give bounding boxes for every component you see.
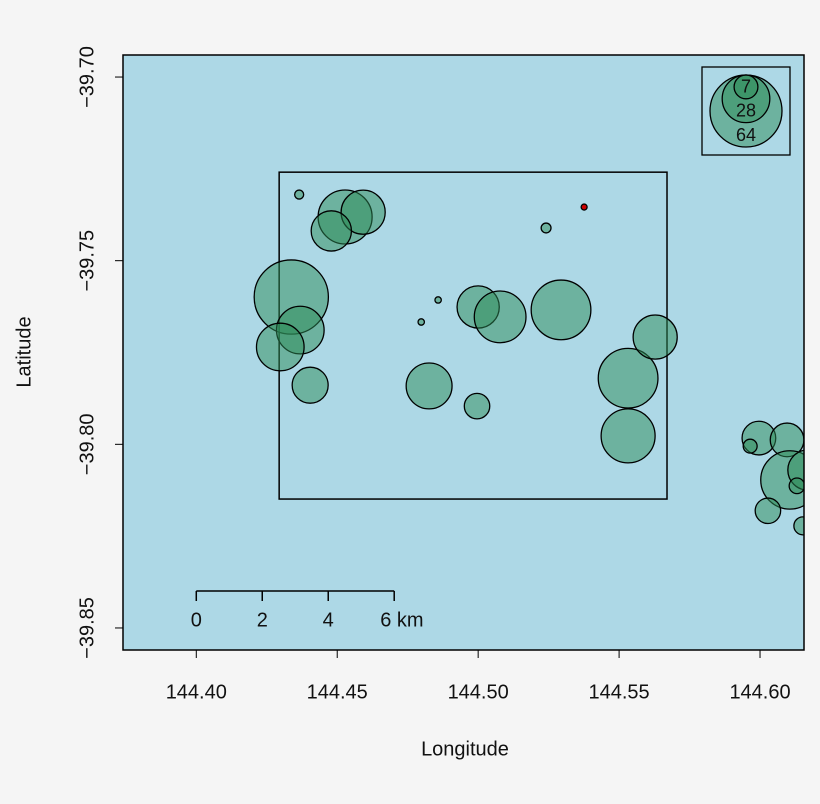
y-tick-label: −39.80 — [76, 413, 98, 475]
bubble — [540, 222, 552, 234]
bubble — [742, 438, 758, 454]
bubble — [310, 210, 353, 252]
plot-area — [253, 171, 804, 536]
bubble — [417, 318, 426, 326]
size-legend-label: 64 — [736, 125, 756, 145]
x-tick-label: 144.50 — [448, 681, 509, 703]
bubble — [632, 314, 678, 360]
bubble — [405, 362, 453, 410]
y-tick-label: −39.75 — [76, 230, 98, 292]
x-tick-label: 144.55 — [589, 681, 650, 703]
bubble — [754, 497, 782, 525]
size-legend-circle — [733, 74, 759, 100]
bubble — [255, 322, 305, 372]
bubble — [340, 189, 386, 235]
bubble — [793, 516, 804, 536]
bubble — [530, 279, 592, 341]
scale-label: 2 — [257, 609, 268, 631]
point — [580, 203, 588, 211]
y-axis-title: Latitude — [13, 316, 35, 387]
scale-label: 4 — [323, 609, 334, 631]
bubble — [463, 392, 491, 420]
y-tick-label: −39.85 — [76, 597, 98, 659]
scale-label: 6 km — [380, 609, 423, 631]
size-legend-label: 28 — [736, 100, 756, 120]
x-tick-label: 144.60 — [729, 681, 790, 703]
bubble — [600, 408, 656, 464]
bubble — [788, 477, 804, 495]
bubble — [434, 296, 442, 304]
plot-background — [123, 55, 804, 650]
scale-label: 0 — [191, 609, 202, 631]
x-tick-label: 144.45 — [307, 681, 368, 703]
x-axis-title: Longitude — [421, 738, 509, 760]
bubble — [597, 347, 659, 409]
bubble — [473, 290, 527, 344]
bubble — [291, 366, 329, 404]
x-tick-label: 144.40 — [166, 681, 227, 703]
y-tick-label: −39.70 — [76, 46, 98, 108]
plot-frame — [122, 54, 805, 651]
bubble — [294, 189, 305, 200]
size-legend-box — [701, 66, 791, 156]
size-legend-label: 7 — [741, 77, 751, 97]
